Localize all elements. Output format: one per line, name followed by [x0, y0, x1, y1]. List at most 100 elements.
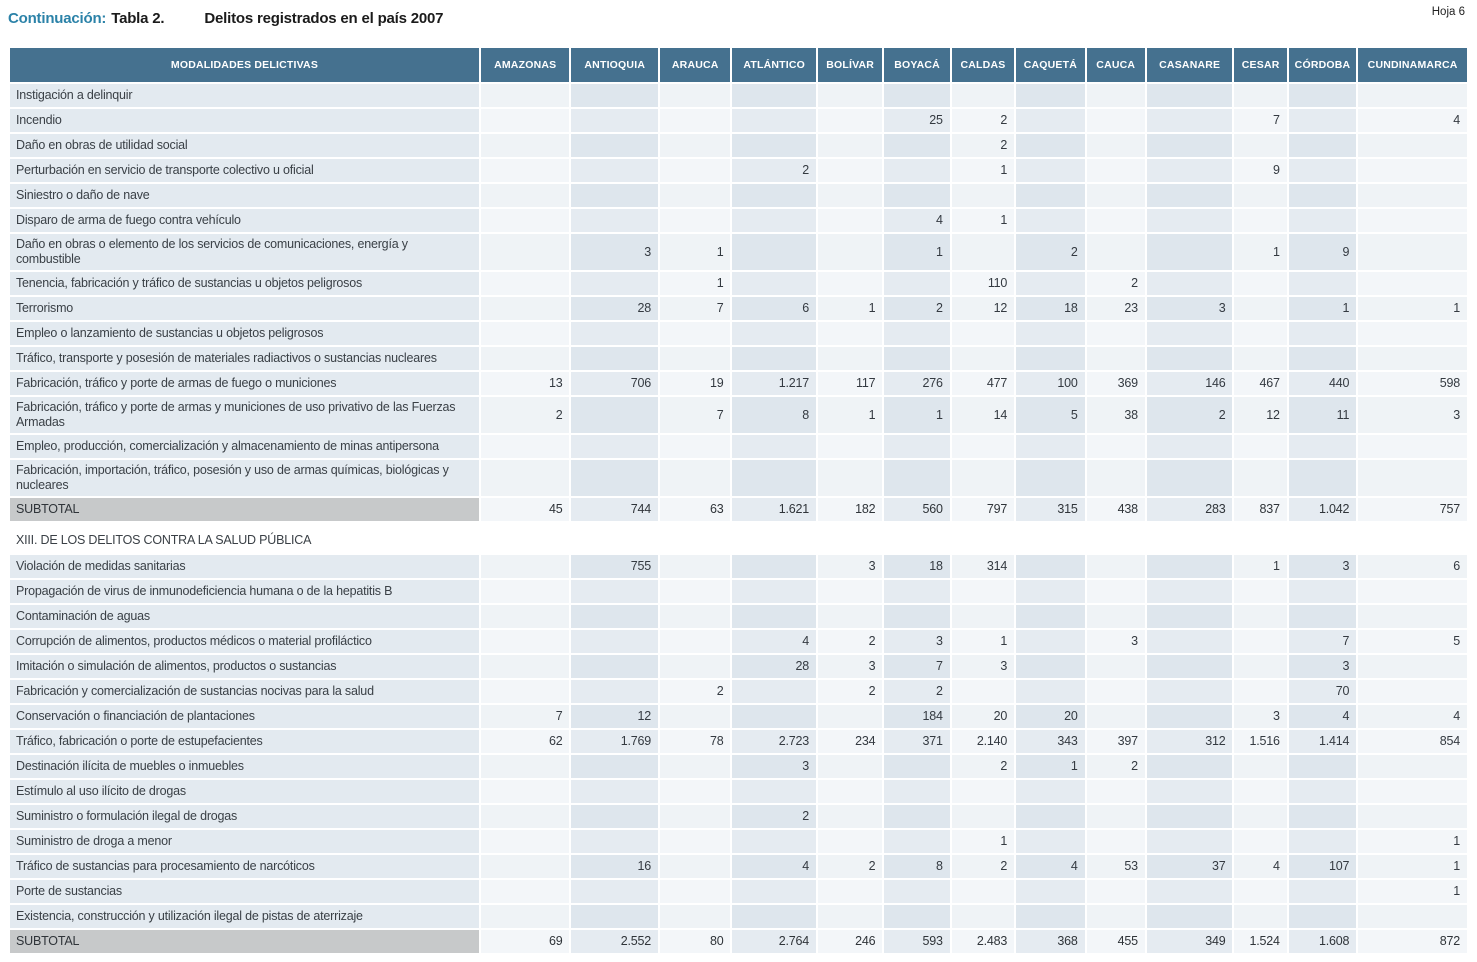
data-cell: 78 [660, 730, 731, 753]
row-label: Corrupción de alimentos, productos médic… [10, 630, 479, 653]
data-cell: 440 [1288, 372, 1357, 395]
data-cell [480, 234, 570, 270]
data-cell [1146, 84, 1233, 107]
data-cell: 2 [951, 855, 1015, 878]
data-cell: 23 [1086, 297, 1145, 320]
data-cell: 369 [1086, 372, 1145, 395]
data-cell [1288, 460, 1357, 496]
data-cell: 7 [480, 705, 570, 728]
data-cell [1288, 272, 1357, 295]
data-cell: 100 [1016, 372, 1085, 395]
data-cell: 2.552 [571, 930, 659, 953]
data-cell [1016, 830, 1085, 853]
row-label: Empleo, producción, comercialización y a… [10, 435, 479, 458]
data-cell [480, 347, 570, 370]
data-cell [1146, 805, 1233, 828]
data-cell [1086, 184, 1145, 207]
data-cell [660, 460, 731, 496]
data-cell [817, 184, 883, 207]
sheet-number: Hoja 6 [1431, 6, 1465, 18]
data-cell: 1.769 [571, 730, 659, 753]
data-cell [732, 322, 816, 345]
data-cell: 2 [951, 109, 1015, 132]
data-cell [732, 880, 816, 903]
row-label: Incendio [10, 109, 479, 132]
row-label: Fabricación, tráfico y porte de armas de… [10, 372, 479, 395]
data-cell: 2 [951, 755, 1015, 778]
data-cell [1146, 605, 1233, 628]
data-cell [1288, 805, 1357, 828]
data-cell [571, 580, 659, 603]
data-cell: 5 [1016, 397, 1085, 433]
data-cell [571, 134, 659, 157]
data-cell [1358, 605, 1467, 628]
data-cell: 1 [817, 297, 883, 320]
header-row: MODALIDADES DELICTIVAS AMAZONAS ANTIOQUIA… [10, 48, 1467, 82]
data-cell [1358, 159, 1467, 182]
data-cell [1086, 905, 1145, 928]
data-cell [660, 209, 731, 232]
data-cell [1234, 580, 1287, 603]
crimes-table: MODALIDADES DELICTIVAS AMAZONAS ANTIOQUIA… [8, 46, 1469, 955]
data-cell: 38 [1086, 397, 1145, 433]
data-cell: 3 [1234, 705, 1287, 728]
data-cell [884, 347, 950, 370]
data-cell: 593 [884, 930, 950, 953]
data-cell: 1 [884, 397, 950, 433]
data-cell [1086, 580, 1145, 603]
table-row: Imitación o simulación de alimentos, pro… [10, 655, 1467, 678]
data-cell: 2 [817, 855, 883, 878]
data-cell [1016, 880, 1085, 903]
data-cell: 3 [732, 755, 816, 778]
data-cell [1234, 297, 1287, 320]
data-cell [480, 655, 570, 678]
data-cell [1016, 780, 1085, 803]
data-cell: 3 [1288, 555, 1357, 578]
data-cell [1016, 347, 1085, 370]
data-cell [1146, 680, 1233, 703]
data-cell [571, 397, 659, 433]
data-cell [951, 84, 1015, 107]
data-cell: 18 [1016, 297, 1085, 320]
data-cell [480, 297, 570, 320]
data-cell [817, 109, 883, 132]
data-cell [480, 580, 570, 603]
data-cell [571, 830, 659, 853]
section-row: XIII. DE LOS DELITOS CONTRA LA SALUD PÚB… [10, 523, 1467, 553]
data-cell: 4 [732, 855, 816, 878]
data-cell [1288, 580, 1357, 603]
data-cell: 7 [660, 397, 731, 433]
data-cell [951, 347, 1015, 370]
data-cell: 3 [1288, 655, 1357, 678]
data-cell: 2 [1016, 234, 1085, 270]
data-cell [1086, 347, 1145, 370]
row-label: Existencia, construcción y utilización i… [10, 905, 479, 928]
data-cell [951, 234, 1015, 270]
data-cell [1016, 272, 1085, 295]
row-label: Suministro de droga a menor [10, 830, 479, 853]
data-cell [884, 905, 950, 928]
data-cell [1288, 184, 1357, 207]
data-cell [817, 755, 883, 778]
data-cell [817, 272, 883, 295]
data-cell [884, 159, 950, 182]
data-cell [480, 880, 570, 903]
data-cell [1146, 460, 1233, 496]
data-cell: 4 [1358, 109, 1467, 132]
data-cell [1288, 435, 1357, 458]
page-title: Delitos registrados en el país 2007 [204, 10, 444, 27]
data-cell [1234, 680, 1287, 703]
data-cell: 8 [732, 397, 816, 433]
data-cell [817, 705, 883, 728]
data-cell [571, 435, 659, 458]
data-cell [817, 880, 883, 903]
data-cell: 1 [951, 159, 1015, 182]
data-cell: 467 [1234, 372, 1287, 395]
data-cell [884, 755, 950, 778]
data-cell: 1.217 [732, 372, 816, 395]
row-label: SUBTOTAL [10, 498, 479, 521]
row-label: Conservación o financiación de plantacio… [10, 705, 479, 728]
data-cell [1234, 830, 1287, 853]
data-cell [480, 630, 570, 653]
data-cell [571, 630, 659, 653]
